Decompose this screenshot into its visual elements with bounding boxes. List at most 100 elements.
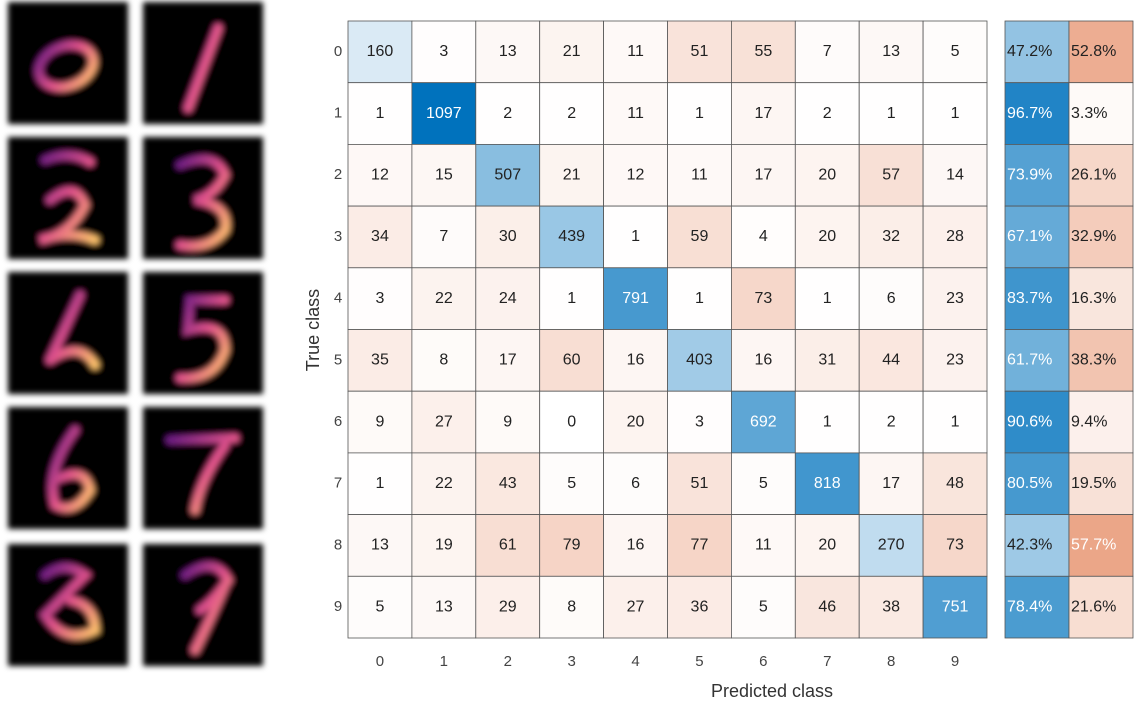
cell-label: 1 (951, 105, 960, 122)
matrix-cell (475, 329, 541, 392)
matrix-cell (539, 20, 605, 84)
cell-label: 1 (567, 290, 576, 307)
cell-label: 73 (754, 290, 772, 307)
cell-label: 5 (759, 598, 768, 615)
cell-label: 15 (435, 166, 453, 183)
cell-label: 73 (946, 537, 964, 554)
cell-label: 11 (691, 166, 708, 183)
cell-label: 20 (627, 413, 645, 430)
summary-label: 80.5% (1007, 475, 1052, 492)
summary-cell (1068, 82, 1134, 145)
cell-label: 27 (627, 598, 645, 615)
y-tick-label: 3 (334, 228, 342, 245)
cell-label: 17 (499, 352, 517, 369)
y-tick-label: 4 (334, 290, 342, 307)
cell-label: 20 (818, 228, 836, 245)
cell-label: 11 (627, 43, 644, 60)
matrix-cell (539, 390, 605, 454)
cell-label: 13 (882, 43, 900, 60)
matrix-cell (539, 143, 605, 207)
cell-label: 16 (754, 352, 772, 369)
cell-label: 8 (439, 352, 448, 369)
cell-label: 17 (882, 475, 900, 492)
cell-label: 4 (759, 228, 768, 245)
cell-label: 7 (823, 43, 832, 60)
cell-label: 77 (691, 537, 709, 554)
cell-label: 17 (754, 105, 772, 122)
matrix-cell (475, 267, 541, 330)
cell-label: 29 (499, 598, 517, 615)
cell-label: 439 (558, 228, 585, 245)
digit-stroke (39, 563, 100, 640)
matrix-cell (731, 205, 796, 269)
x-axis-label: Predicted class (711, 681, 833, 701)
matrix-cell (922, 205, 988, 269)
matrix-cell (411, 452, 477, 515)
matrix-cell (667, 329, 732, 392)
cell-label: 21 (563, 166, 581, 183)
digit-stroke (165, 433, 240, 515)
cell-label: 31 (818, 352, 836, 369)
summary-label: 3.3% (1071, 105, 1107, 122)
cell-label: 61 (499, 537, 517, 554)
summary-cell (1004, 575, 1070, 639)
matrix-cell (603, 82, 668, 145)
cell-label: 2 (887, 413, 896, 430)
matrix-cell (603, 20, 668, 84)
digit-image (8, 544, 128, 666)
cell-label: 791 (622, 290, 649, 307)
matrix-cell (794, 575, 860, 639)
cell-label: 3 (695, 413, 704, 430)
x-tick-label: 9 (951, 653, 959, 670)
matrix-cell (731, 20, 796, 84)
matrix-cell (858, 452, 924, 515)
cell-label: 11 (755, 537, 772, 554)
cell-label: 38 (882, 598, 900, 615)
matrix-cell (922, 452, 988, 515)
digit-image (143, 407, 263, 529)
cell-label: 28 (946, 228, 964, 245)
cell-label: 51 (691, 475, 709, 492)
y-tick-label: 5 (334, 351, 342, 368)
summary-label: 16.3% (1071, 290, 1116, 307)
matrix-cell (794, 329, 860, 392)
y-tick-label: 9 (334, 598, 342, 615)
cell-label: 57 (882, 166, 900, 183)
matrix-cell (411, 575, 477, 639)
summary-cell (1068, 514, 1134, 577)
cell-label: 48 (946, 475, 964, 492)
matrix-cell (922, 575, 988, 639)
matrix-cell (858, 20, 924, 84)
summary-label: 19.5% (1071, 475, 1116, 492)
summary-label: 47.2% (1007, 43, 1052, 60)
cell-label: 1097 (426, 105, 462, 122)
cell-label: 9 (503, 413, 512, 430)
cell-label: 36 (691, 598, 709, 615)
cell-label: 35 (371, 352, 389, 369)
cell-label: 5 (759, 475, 768, 492)
matrix-cell (603, 514, 668, 577)
matrix-cell (922, 329, 988, 392)
cell-label: 751 (942, 598, 969, 615)
cell-label: 24 (499, 290, 517, 307)
cell-label: 0 (567, 413, 576, 430)
cell-label: 55 (754, 43, 772, 60)
matrix-cell (858, 514, 924, 577)
matrix-cell (539, 82, 605, 145)
cell-label: 59 (691, 228, 709, 245)
cell-label: 79 (563, 537, 581, 554)
matrix-cell (475, 82, 541, 145)
cell-label: 16 (627, 352, 645, 369)
matrix-cell (347, 82, 413, 145)
summary-label: 61.7% (1007, 352, 1052, 369)
matrix-cell (603, 575, 668, 639)
matrix-cell (794, 390, 860, 454)
matrix-cell (411, 329, 477, 392)
matrix-cell (731, 82, 796, 145)
matrix-cell (731, 514, 796, 577)
matrix-cell (667, 575, 732, 639)
digit-images (8, 2, 263, 666)
cell-label: 403 (686, 352, 713, 369)
summary-label: 42.3% (1007, 537, 1052, 554)
cell-label: 16 (627, 537, 645, 554)
